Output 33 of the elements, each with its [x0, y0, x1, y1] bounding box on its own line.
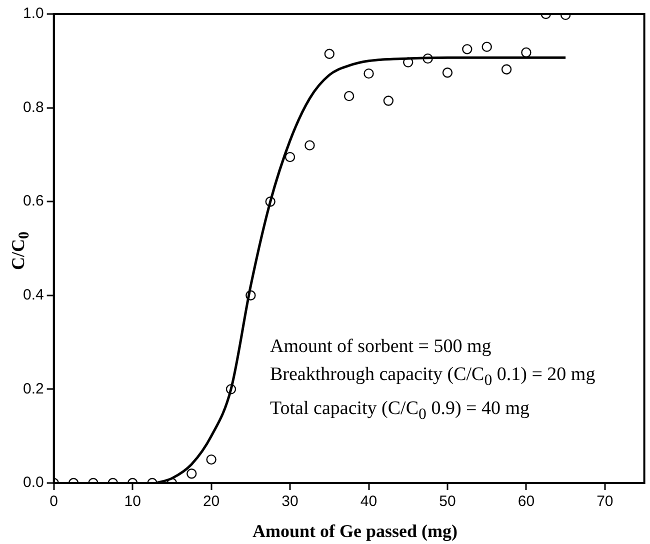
x-tick-label: 0	[50, 493, 58, 510]
point	[383, 96, 394, 106]
point	[442, 68, 453, 78]
point	[462, 44, 472, 54]
point	[501, 64, 512, 74]
x-tick-label: 40	[360, 493, 378, 510]
x-tick-label: 10	[124, 493, 141, 510]
annotation: Total capacity (C/C$_{0}$ 0.9) = 40 mg	[270, 396, 531, 425]
x-tick-label: 60	[518, 493, 535, 510]
annotation: Breakthrough capacity (C/C$_{0}$ 0.1) = 20 mg	[270, 363, 596, 391]
point	[284, 152, 296, 162]
point	[265, 196, 276, 207]
x-axis-title: Amount of Ge passed (mg)	[252, 521, 458, 542]
point	[324, 48, 334, 59]
y-tick-label: 0.2	[22, 380, 44, 398]
point	[304, 140, 315, 150]
annotation: Amount of sorbent = 500 mg	[270, 335, 492, 359]
x-tick-label: 30	[282, 493, 298, 510]
y-tick-label: 0.0	[22, 474, 44, 492]
point	[422, 53, 433, 64]
point	[364, 68, 374, 79]
point	[246, 290, 256, 300]
x-tick-label: 50	[439, 493, 456, 510]
point	[482, 42, 492, 52]
x-tick-label: 70	[596, 493, 614, 510]
point	[403, 57, 414, 68]
y-tick-label: 1.0	[22, 5, 44, 22]
y-tick-label: 0.4	[22, 286, 44, 304]
point	[521, 47, 532, 58]
y-tick-label: 0.6	[22, 192, 44, 210]
y-tick-label: 0.8	[22, 98, 44, 116]
x-tick-label: 20	[202, 493, 220, 510]
point	[344, 90, 354, 102]
